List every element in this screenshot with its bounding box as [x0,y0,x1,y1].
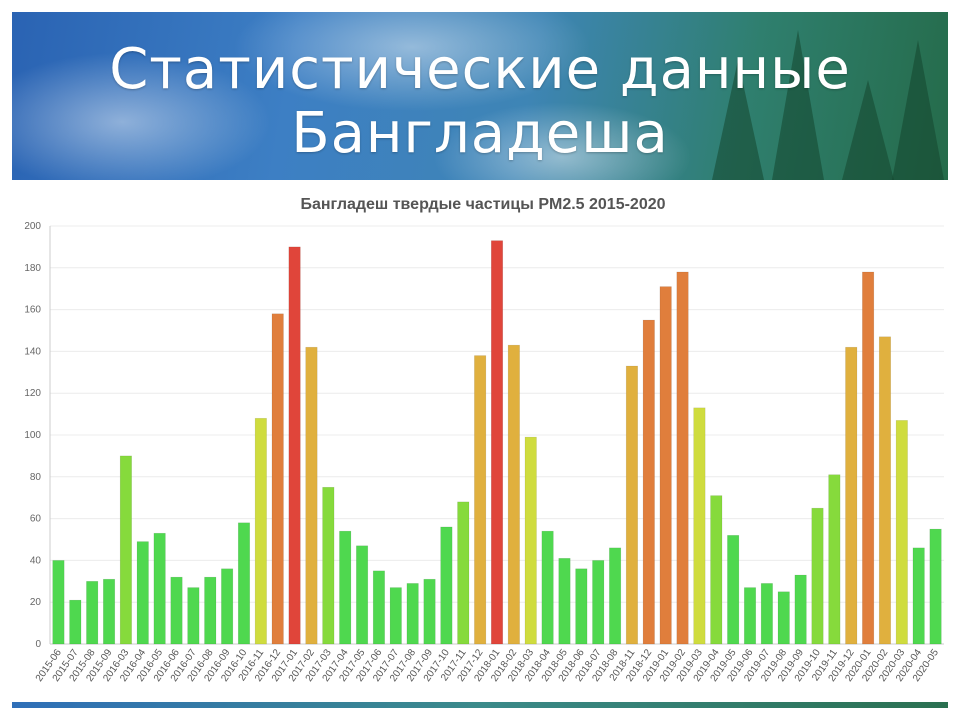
bar-2017-04 [339,530,352,645]
bar-2020-04 [912,547,925,645]
bar-2016-04 [136,541,149,645]
bar-2020-01 [862,271,875,645]
cloud-decoration [232,12,592,112]
pm25-bar-chart: Бангладеш твердые частицы PM2.5 2015-202… [24,196,944,684]
bar-2020-02 [878,336,891,645]
bar-2019-05 [727,535,740,645]
bar-2018-07 [592,560,605,645]
y-tick-label: 120 [24,388,41,399]
bar-2017-08 [406,583,419,645]
tree-decoration [772,30,824,180]
bar-2019-03 [693,407,706,645]
bar-2016-10 [237,522,251,645]
x-axis-ticks: 2015-062015-072015-082015-092016-032016-… [34,647,941,684]
y-tick-label: 0 [35,639,41,650]
slide-header-banner [12,12,948,180]
bar-2017-02 [305,346,318,645]
bar-2016-07 [187,587,200,645]
bar-2018-05 [558,558,571,645]
y-axis-ticks: 0 20 40 60 80 100 120 140 160 180 200 [24,221,41,650]
slide-title-line-1: Статистические данные [109,37,851,102]
bar-2015-07 [69,599,82,645]
slide-title: Статистические данные Бангладеша [0,38,960,166]
bar-2019-06 [743,587,757,645]
bar-2018-04 [541,530,554,645]
bar-2019-09 [794,574,807,645]
bar-2017-06 [372,570,385,645]
y-tick-label: 100 [24,430,41,441]
tree-decoration [892,40,944,180]
y-tick-label: 20 [30,597,42,608]
bar-2018-11 [625,365,638,645]
y-tick-label: 80 [30,472,42,483]
bar-2016-06 [170,576,183,645]
chart-bars [52,240,942,645]
bar-2015-09 [103,578,116,645]
bar-2017-07 [389,587,402,645]
bar-2018-01 [490,240,504,645]
bar-2020-05 [929,528,942,645]
bar-2019-02 [676,271,689,645]
bar-2016-11 [254,417,267,645]
bar-2018-12 [642,319,655,645]
bar-2018-02 [507,344,520,645]
bar-2018-03 [524,436,537,645]
tree-decoration [842,80,894,180]
y-tick-label: 200 [24,221,41,232]
bar-2019-08 [777,591,790,645]
bar-2015-06 [52,560,65,645]
bar-2017-11 [457,501,470,645]
bar-2019-01 [659,286,672,645]
y-tick-label: 60 [30,514,42,525]
tree-decoration [712,60,764,180]
bar-2017-09 [423,578,436,645]
bar-2019-12 [845,346,858,645]
bar-2017-10 [440,526,453,645]
bar-2016-12 [271,313,284,645]
bar-2017-12 [474,355,487,645]
bar-2016-09 [221,568,234,645]
bar-2016-03 [119,455,132,645]
bar-2017-01 [288,246,301,645]
bar-2016-08 [204,576,217,645]
bar-2019-04 [710,495,723,645]
y-tick-label: 160 [24,305,41,316]
cloud-decoration [12,52,272,180]
bar-2019-10 [811,507,824,645]
slide-footer-strip [12,702,948,708]
bar-2015-08 [86,580,99,645]
y-tick-label: 40 [30,555,42,566]
chart-title: Бангладеш твердые частицы PM2.5 2015-202… [300,196,665,213]
bar-2018-08 [609,547,622,645]
bar-2017-03 [322,486,335,645]
bar-2017-05 [356,545,369,645]
bar-2020-03 [895,420,908,645]
bar-2016-05 [153,532,166,645]
y-tick-label: 140 [24,346,41,357]
slide-title-line-2: Бангладеша [291,101,669,166]
y-tick-label: 180 [24,263,41,274]
bar-2019-07 [760,583,773,645]
bar-2019-11 [828,474,841,645]
bar-2018-06 [575,568,588,645]
chart-panel: Бангладеш твердые частицы PM2.5 2015-202… [12,180,948,700]
